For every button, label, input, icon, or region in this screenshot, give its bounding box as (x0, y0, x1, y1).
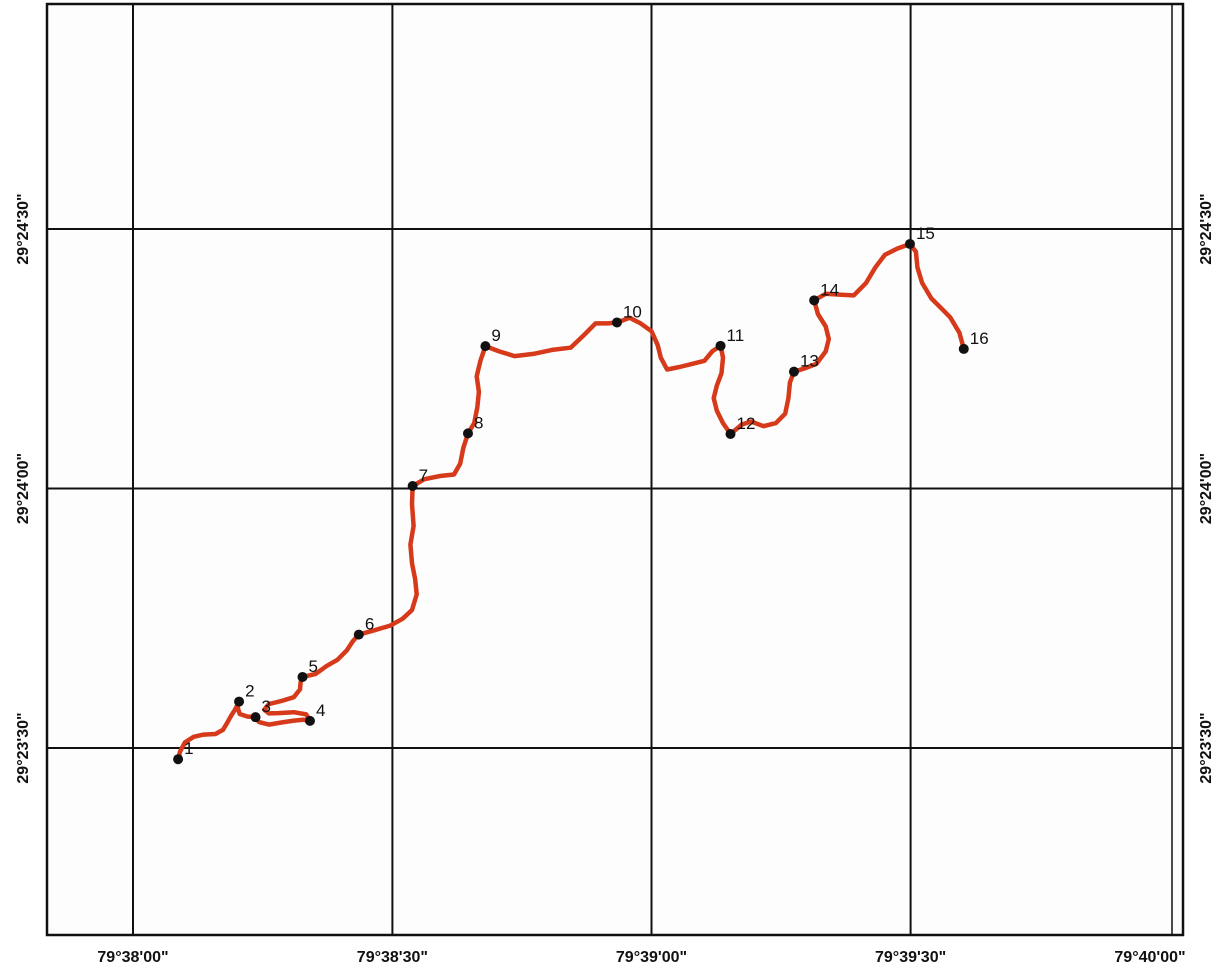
waypoint-marker (407, 481, 418, 492)
waypoint-label: 13 (800, 352, 819, 371)
waypoint-label: 9 (491, 326, 500, 345)
latitude-label-left: 29°24'30" (15, 193, 32, 264)
latitude-label-left: 29°24'00" (15, 453, 32, 524)
waypoint-label: 1 (184, 739, 193, 758)
waypoint-label: 6 (365, 615, 374, 634)
waypoint-marker (480, 341, 491, 352)
waypoint-marker (809, 295, 820, 306)
waypoint-label: 16 (970, 329, 989, 348)
waypoint-label: 7 (419, 466, 428, 485)
waypoint-marker (304, 715, 315, 726)
waypoint-label: 14 (820, 280, 839, 299)
waypoint-label: 10 (623, 302, 642, 321)
waypoint-marker (958, 343, 969, 354)
waypoint-label: 3 (262, 697, 271, 716)
waypoint-marker (173, 754, 184, 765)
longitude-labels: 79°38'00" 79°38'30" 79°39'00" 79°39'30" 79°4… (97, 949, 1185, 966)
waypoint-marker (297, 671, 308, 682)
latitude-label-right: 29°24'30" (1198, 193, 1215, 264)
longitude-label: 79°39'00" (616, 949, 687, 966)
waypoint-marker (353, 629, 364, 640)
waypoint-marker (715, 340, 726, 351)
waypoint-label: 2 (245, 682, 254, 701)
waypoint-label: 4 (316, 701, 325, 720)
latitude-label-right: 29°24'00" (1198, 453, 1215, 524)
waypoint-marker (234, 696, 245, 707)
waypoint-label: 8 (474, 413, 483, 432)
waypoint-label: 12 (737, 414, 756, 433)
waypoint-marker (462, 428, 473, 439)
waypoint-marker (250, 712, 261, 723)
waypoint-marker (904, 238, 915, 249)
graticule-lines (47, 4, 1183, 935)
waypoint-label: 15 (916, 224, 935, 243)
waypoint-label: 11 (727, 326, 745, 345)
map-frame (45, 2, 1185, 937)
longitude-label: 79°38'00" (97, 949, 168, 966)
waypoint-marker (788, 366, 799, 377)
waypoint-marker (611, 317, 622, 328)
waypoint-marker (725, 428, 736, 439)
waypoint-label: 5 (309, 657, 318, 676)
latitude-label-left: 29°23'30" (15, 712, 32, 783)
latitude-labels: 29°24'30" 29°24'30" 29°24'00" 29°24'00" 29°2… (15, 193, 1215, 783)
longitude-label: 79°39'30" (875, 949, 946, 966)
longitude-label: 79°38'30" (357, 949, 428, 966)
longitude-label: 79°40'00" (1114, 949, 1185, 966)
latitude-label-right: 29°23'30" (1198, 712, 1215, 783)
